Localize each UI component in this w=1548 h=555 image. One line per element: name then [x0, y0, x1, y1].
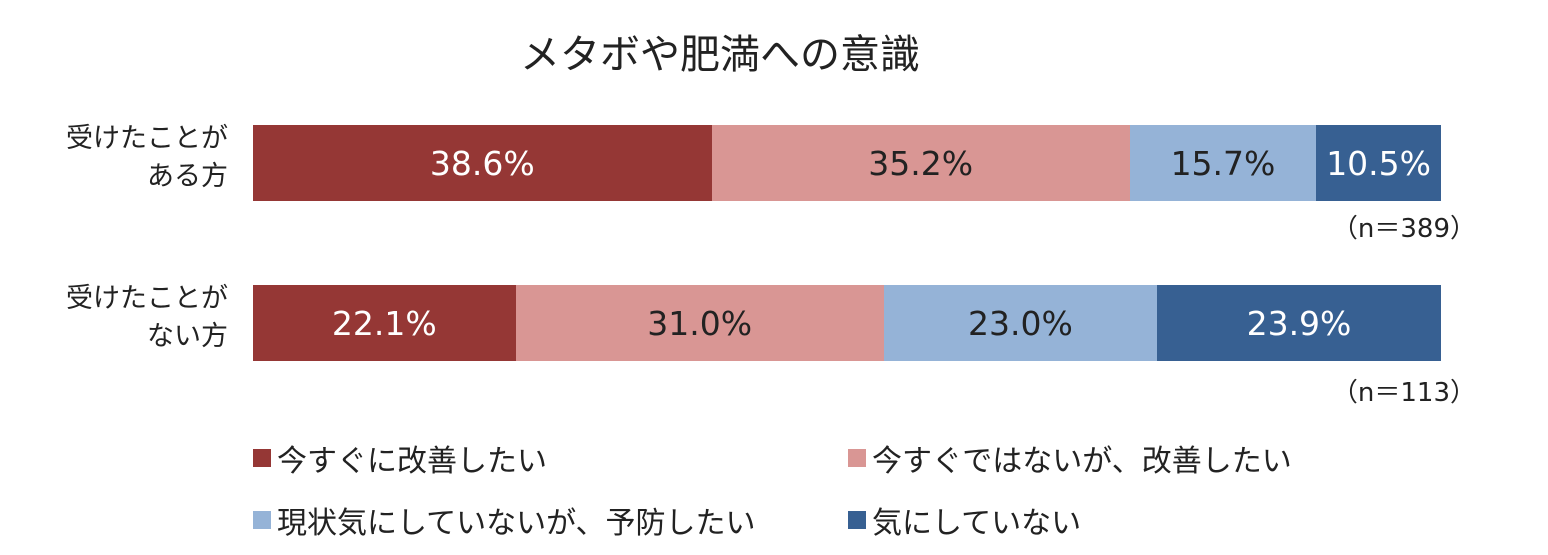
- category-label-line: 受けたことが: [66, 283, 228, 314]
- category-label-2: 受けたことが ない方: [0, 280, 228, 356]
- data-label: 31.0%: [647, 303, 753, 343]
- bar-segment-3: 15.7%: [1129, 125, 1317, 201]
- legend-swatch: [253, 449, 271, 467]
- bar-segment-4: 10.5%: [1316, 125, 1441, 201]
- data-label: 10.5%: [1326, 143, 1432, 183]
- data-label: 35.2%: [868, 143, 974, 183]
- legend-item-3: 現状気にしていないが、予防したい: [253, 498, 756, 542]
- legend-item-2: 今すぐではないが、改善したい: [848, 436, 1292, 480]
- bar-segment-3: 23.0%: [883, 285, 1158, 361]
- stacked-bar-1: 38.6% 35.2% 15.7% 10.5%: [253, 125, 1441, 201]
- legend-swatch: [848, 449, 866, 467]
- legend-item-1: 今すぐに改善したい: [253, 436, 547, 480]
- legend-swatch: [253, 511, 271, 529]
- legend-swatch: [848, 511, 866, 529]
- stacked-bar-2: 22.1% 31.0% 23.0% 23.9%: [253, 285, 1441, 361]
- category-label-line: 受けたことが: [66, 123, 228, 154]
- data-label: 23.9%: [1246, 303, 1352, 343]
- sample-size-2: （n＝113）: [1331, 378, 1476, 408]
- legend-label: 現状気にしていないが、予防したい: [277, 506, 756, 541]
- data-label: 23.0%: [968, 303, 1073, 343]
- bar-segment-4: 23.9%: [1157, 285, 1441, 361]
- bar-segment-2: 31.0%: [515, 285, 884, 361]
- chart-title: メタボや肥満への意識: [520, 32, 920, 78]
- category-label-line: ない方: [147, 321, 228, 352]
- sample-size-1: （n＝389）: [1331, 214, 1476, 244]
- legend-label: 気にしていない: [872, 506, 1082, 541]
- legend-label: 今すぐに改善したい: [277, 444, 547, 479]
- legend-label: 今すぐではないが、改善したい: [872, 444, 1292, 479]
- bar-segment-1: 22.1%: [253, 285, 516, 361]
- category-label-1: 受けたことが ある方: [0, 120, 228, 196]
- data-label: 38.6%: [429, 143, 535, 183]
- legend-item-4: 気にしていない: [848, 498, 1081, 542]
- data-label: 15.7%: [1170, 143, 1276, 183]
- bar-segment-2: 35.2%: [711, 125, 1130, 201]
- data-label: 22.1%: [331, 303, 437, 343]
- bar-segment-1: 38.6%: [253, 125, 712, 201]
- category-label-line: ある方: [147, 161, 228, 192]
